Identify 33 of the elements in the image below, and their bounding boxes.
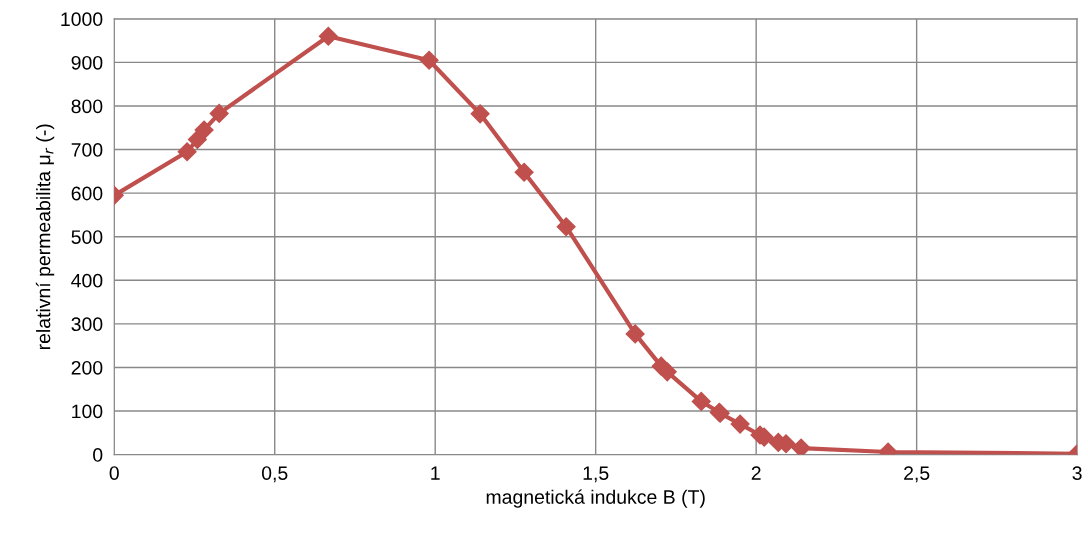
y-axis-title: relativní permeabilita μ$_{r}$ (-) — [35, 124, 55, 350]
point — [194, 120, 214, 140]
y-tick-label: 0 — [93, 448, 103, 462]
y-tick-label: 100 — [72, 404, 103, 419]
x-axis-title: magnetická indukce B (T) — [486, 489, 705, 508]
x-tick-label: 2 — [751, 466, 761, 480]
point — [177, 142, 197, 162]
y-tick-label: 900 — [71, 55, 103, 70]
point — [625, 324, 645, 344]
y-tick-label: 700 — [71, 143, 103, 157]
point — [791, 438, 811, 455]
point — [556, 217, 576, 237]
point — [318, 26, 338, 46]
y-tick-label: 300 — [71, 317, 103, 332]
y-tick-label: 800 — [71, 99, 103, 114]
y-tick-label: 400 — [71, 273, 103, 288]
x-tick-label: 1,5 — [583, 466, 609, 483]
point — [514, 162, 534, 182]
point — [657, 362, 677, 382]
x-tick-label: 1 — [431, 466, 440, 480]
point — [730, 414, 750, 434]
x-tick-label: 2,5 — [904, 466, 930, 483]
x-tick-label: 3 — [1072, 466, 1082, 480]
point — [209, 103, 229, 123]
y-tick-label: 600 — [71, 186, 103, 201]
point — [419, 50, 439, 70]
x-tick-label: 0 — [109, 466, 119, 480]
x-tick-label: 0,5 — [261, 466, 288, 483]
point — [470, 104, 490, 124]
y-tick-label: 200 — [71, 360, 103, 375]
point — [691, 391, 711, 411]
y-tick-label: 500 — [71, 230, 103, 244]
y-tick-label: 1000 — [61, 12, 103, 27]
